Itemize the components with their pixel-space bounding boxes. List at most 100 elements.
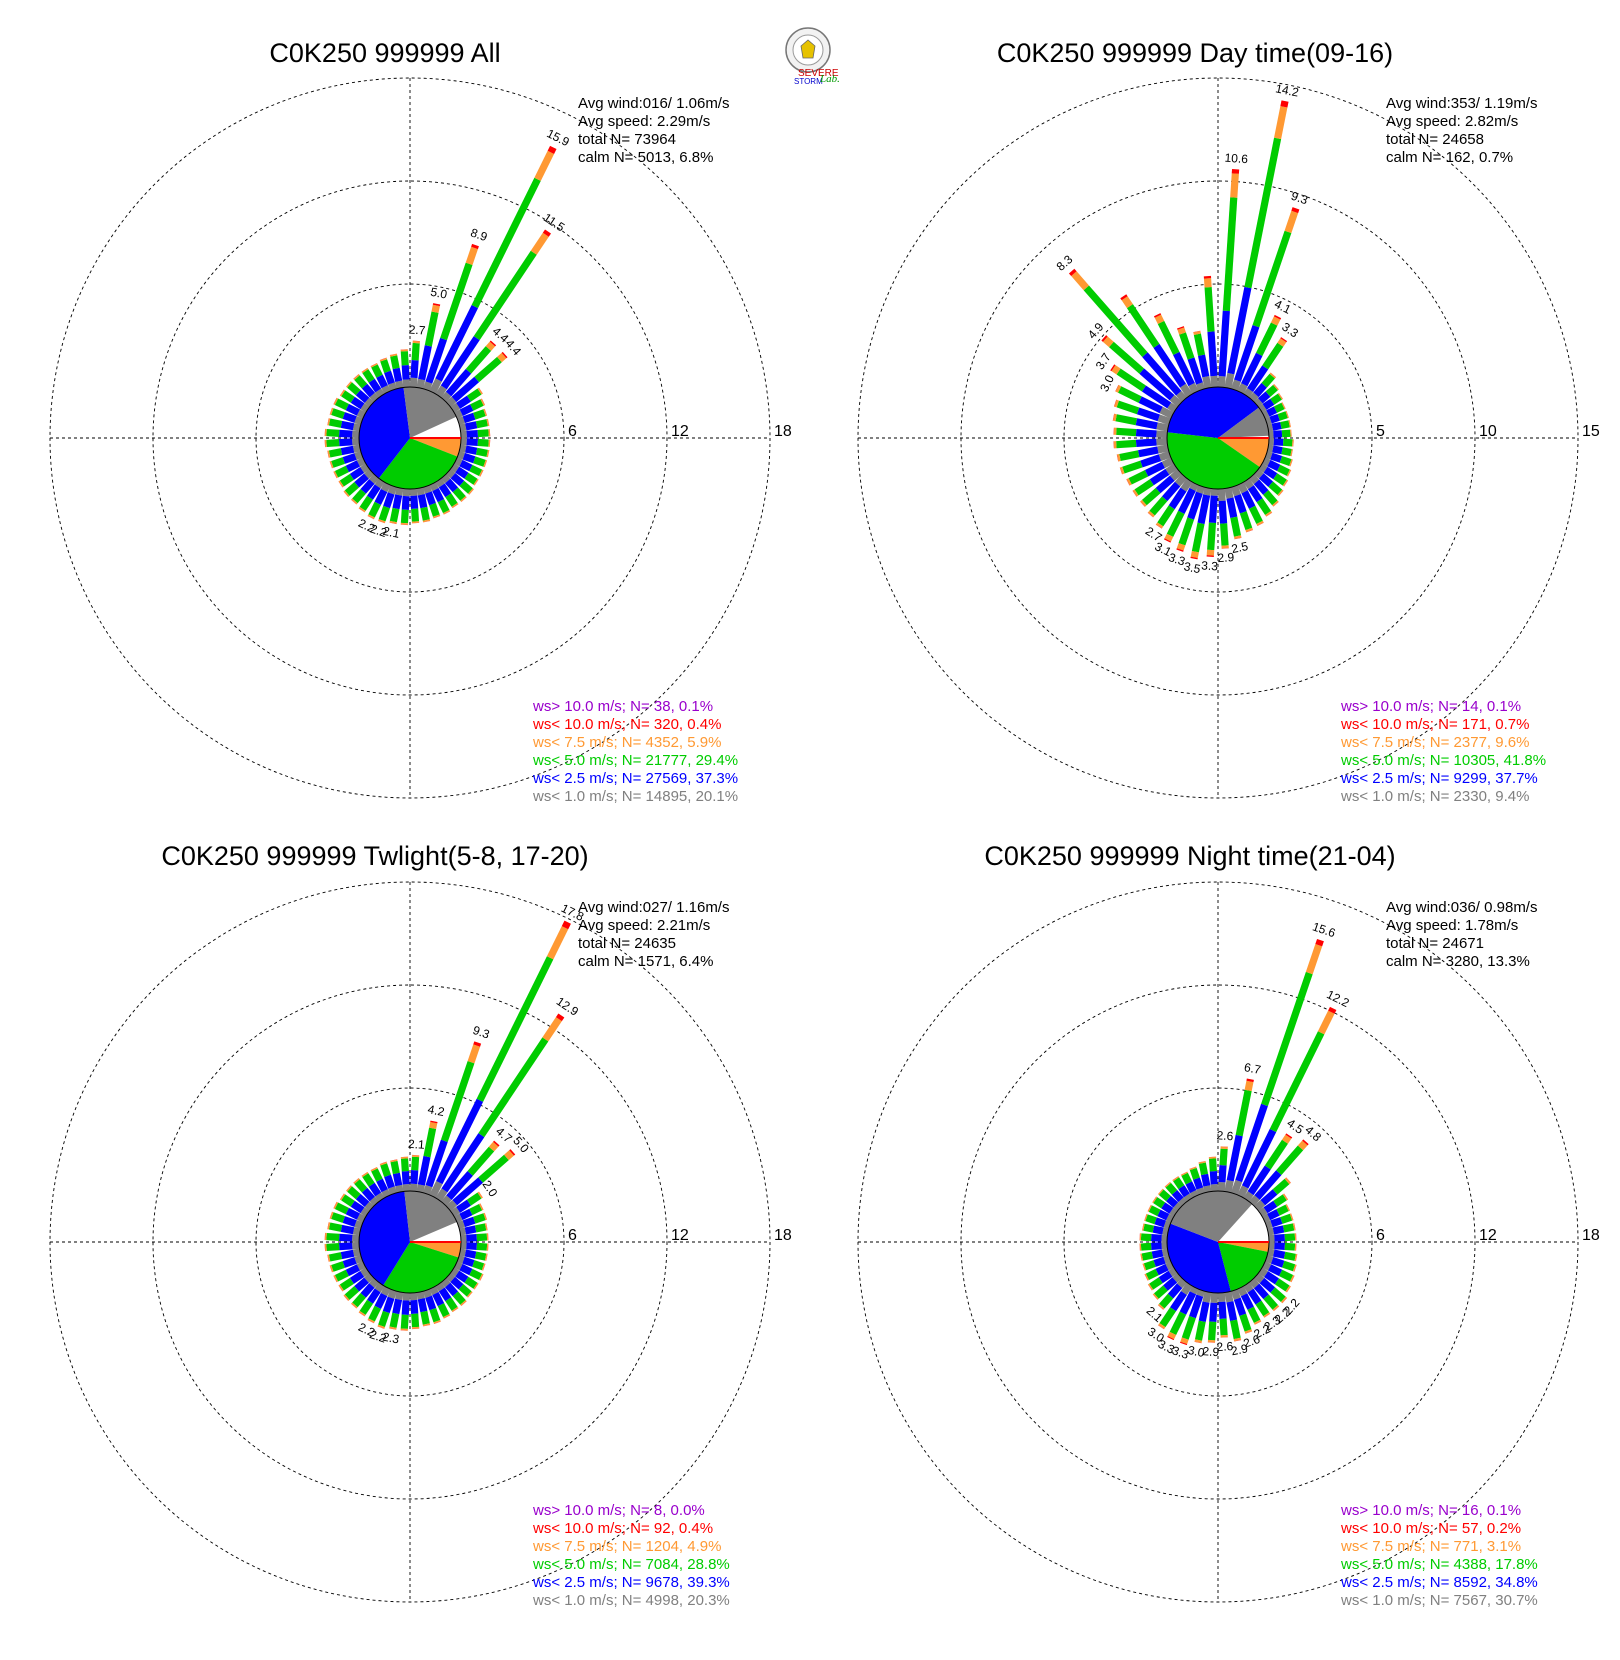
bar-segment [1139,368,1175,401]
direction-bar [460,437,491,447]
bar-segment [1239,1313,1252,1332]
bar-segment [1234,494,1247,514]
bar-segment [411,1155,420,1158]
bar-segment [1282,1260,1296,1272]
bar-segment [339,389,345,396]
bar-segment [339,1242,353,1251]
bar-segment [1286,469,1292,477]
bar-segment [353,374,360,380]
bar-segment [460,430,467,439]
bar-segment [1273,384,1279,391]
bar-segment [1292,1223,1296,1231]
bar-value-label: 3.3 [1279,320,1301,341]
bar-segment [333,1201,337,1209]
bar-segment [1187,357,1203,385]
bar-segment [443,1315,451,1319]
direction-bar [1253,384,1279,408]
bar-segment [1257,391,1271,404]
bar-segment [1294,1253,1298,1262]
bar-segment [1270,452,1283,463]
bar-segment [1246,529,1254,533]
bar-segment [1217,1292,1226,1303]
bar-segment [361,368,369,374]
bar-segment [1203,278,1212,288]
bar-segment [345,460,361,473]
bar-segment [1254,1321,1262,1325]
bar-segment [377,1324,385,1329]
bar-segment [346,381,352,388]
bar-segment [469,464,483,477]
direction-bar [1139,1233,1168,1243]
bar-segment [1152,1196,1157,1203]
direction-bar [1248,473,1279,507]
bar-segment [1139,1233,1141,1241]
bar-segment [1121,296,1133,309]
bar-segment [343,1294,350,1301]
bar-segment [1207,1342,1216,1343]
bar-segment [432,514,441,519]
bar-segment [1234,537,1242,540]
bar-segment [1221,545,1229,549]
legend-entry: ws> 10.0 m/s; N= 8, 0.0% [532,1502,705,1519]
bar-value-label: 2.2 [356,1320,377,1340]
bar-segment [388,382,398,391]
bar-segment [459,1263,473,1276]
bar-segment [1305,944,1323,975]
bar-segment [400,1314,409,1329]
bar-segment [1207,331,1218,377]
bar-segment [1291,429,1292,437]
bar-segment [1198,1160,1206,1163]
bar-segment [432,303,441,307]
direction-bar [1155,478,1193,529]
bar-segment [1286,410,1289,418]
bar-segment [1230,1179,1243,1195]
bar-segment [472,1260,485,1271]
bar-segment [1114,399,1119,408]
bar-segment [474,479,479,486]
bar-segment [1220,1336,1228,1338]
bar-segment [341,1194,355,1207]
bar-segment [331,1261,345,1272]
bar-segment [1068,268,1077,277]
bar-segment [435,385,447,398]
bar-segment [1148,1283,1154,1291]
direction-bar [409,1154,420,1192]
bar-value-label: 2.1 [408,1137,426,1152]
bar-segment [471,177,541,309]
bar-segment [1116,400,1140,415]
bar-segment [1144,461,1165,477]
bar-segment [1267,1227,1275,1236]
bar-segment [1280,1296,1287,1304]
bar-segment [1115,385,1122,393]
bar-segment [1209,1302,1218,1322]
direction-bar [338,1267,370,1292]
direction-bar [1198,1160,1212,1193]
legend-entry: ws< 10.0 m/s; N= 320, 0.4% [532,716,721,733]
bar-segment [445,468,456,479]
bar-segment [327,418,329,426]
bar-segment [1209,1171,1218,1185]
bar-segment [1260,1189,1278,1206]
bar-segment [1168,487,1187,510]
bar-segment [389,353,397,356]
bar-segment [355,1193,370,1208]
bar-segment [392,494,403,510]
bar-segment [1290,449,1293,457]
bar-segment [1207,522,1217,551]
direction-bar [1267,420,1291,432]
bar-segment [1283,1193,1289,1200]
direction-bar [1203,275,1219,388]
direction-bar [459,1223,488,1236]
bar-segment [384,1174,395,1189]
bar-segment [371,1168,383,1182]
ring-label: 18 [1582,1227,1600,1244]
bar-segment [542,229,552,237]
bar-segment [1120,294,1128,301]
bar-segment [410,1170,419,1185]
bar-segment [367,514,375,520]
pie-slice [1218,438,1269,468]
bar-value-label: 8.3 [1054,252,1076,274]
bar-value-label: 2.6 [1242,1332,1263,1351]
bar-segment [387,485,398,495]
bar-segment [1187,491,1203,520]
